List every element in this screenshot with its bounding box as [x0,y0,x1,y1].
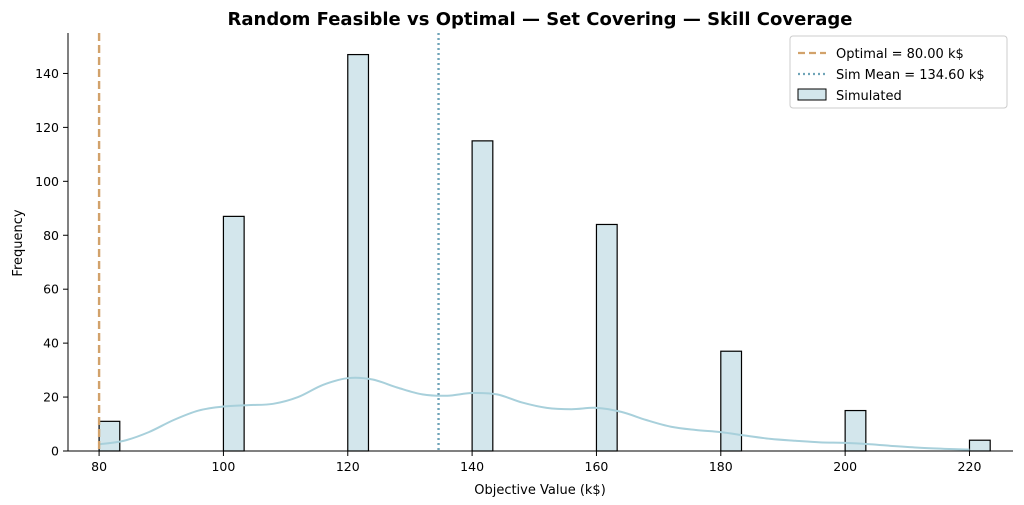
x-tick-label: 200 [833,459,857,474]
histogram-bar [595,223,618,452]
histogram-bar [720,350,743,452]
legend-mean-label: Sim Mean = 134.60 k$ [836,68,985,83]
y-tick-label: 100 [35,174,59,189]
legend-optimal-label: Optimal = 80.00 k$ [836,47,964,62]
legend-simulated-label: Simulated [836,89,902,104]
y-ticks: 0 20 40 60 80 100 120 140 [35,66,68,459]
y-tick-label: 20 [43,390,59,405]
y-axis-label: Frequency [11,209,26,276]
x-tick-label: 100 [211,459,235,474]
x-tick-label: 180 [709,459,733,474]
histogram-bar [844,409,867,452]
y-tick-label: 120 [35,120,59,135]
y-tick-label: 0 [51,444,59,459]
legend: Optimal = 80.00 k$ Sim Mean = 134.60 k$ … [789,35,1008,109]
y-tick-label: 40 [43,336,59,351]
x-axis-label: Objective Value (k$) [474,483,606,498]
legend-box [789,35,1008,109]
x-ticks: 80 100 120 140 160 180 200 220 [91,451,981,474]
kde-layer [98,376,970,451]
histogram-bar [347,53,370,452]
x-tick-label: 80 [91,459,107,474]
histogram-bar [968,439,991,452]
y-tick-label: 140 [35,66,59,81]
x-tick-label: 140 [460,459,484,474]
reference-lines-layer [97,33,440,451]
x-tick-label: 160 [585,459,609,474]
bars-layer [98,53,991,452]
chart-title: Random Feasible vs Optimal — Set Coverin… [228,9,853,30]
histogram-bar [471,140,494,452]
kde-curve [98,376,970,451]
x-tick-label: 220 [958,459,982,474]
histogram-bar [222,215,245,452]
legend-simulated-swatch [797,88,827,101]
y-tick-label: 80 [43,228,59,243]
y-tick-label: 60 [43,282,59,297]
x-tick-label: 120 [336,459,360,474]
histogram-bar [98,420,121,452]
